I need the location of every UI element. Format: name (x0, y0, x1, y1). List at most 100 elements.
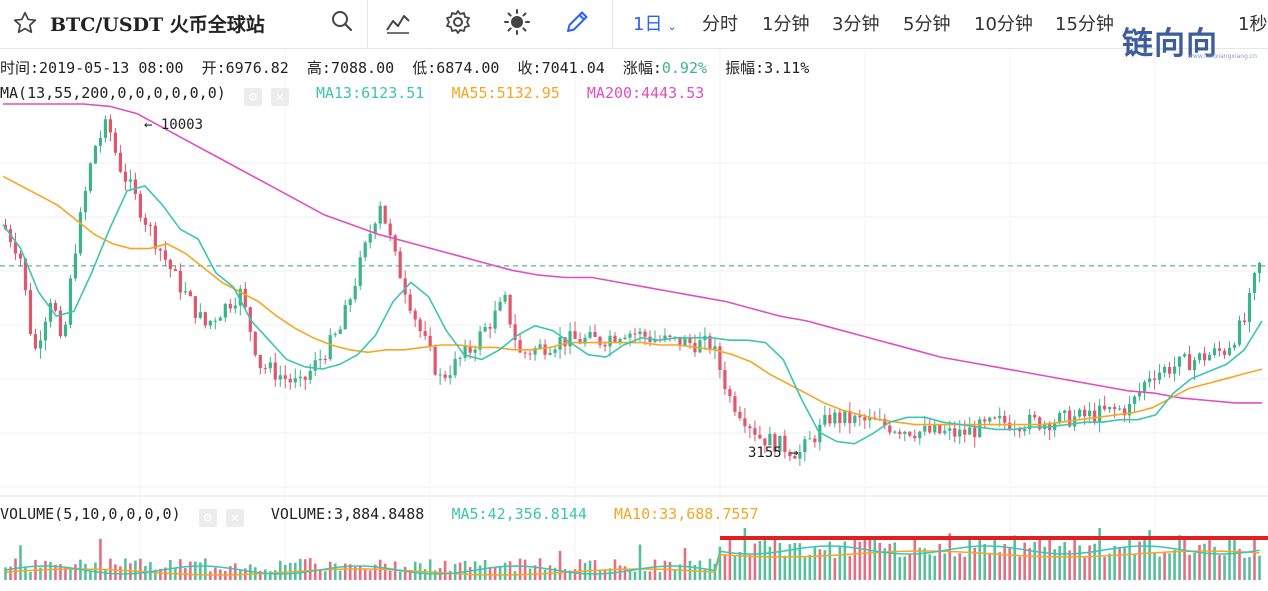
volume-bar (1088, 545, 1091, 580)
volume-settings-button[interactable]: ⚙ (198, 509, 217, 527)
volume-indicator-name: VOLUME(5,10,0,0,0,0) (0, 505, 181, 523)
candle-body (33, 334, 38, 349)
volume-ma10-line (5, 550, 1260, 576)
candle-body (1003, 415, 1007, 423)
volume-legend: VOLUME(5,10,0,0,0,0) ⚙ ✕ VOLUME:3,884.84… (0, 505, 759, 527)
sun-icon[interactable] (503, 8, 531, 36)
indicator-chart-icon[interactable] (384, 8, 412, 36)
volume-bar (493, 566, 497, 580)
ohlc-amplitude: 3.11% (764, 59, 810, 77)
candle-body (168, 259, 172, 270)
candle-body (1088, 410, 1092, 417)
volume-bar (903, 556, 907, 580)
volume-bar (938, 543, 942, 580)
candle-body (478, 331, 482, 350)
volume-bar (1168, 553, 1171, 580)
volume-bar (318, 569, 322, 580)
ma-settings-button[interactable]: ⚙ (243, 88, 262, 106)
volume-bar (19, 545, 22, 580)
volume-bar (658, 571, 662, 580)
volume-bar (533, 565, 537, 580)
candle-body (843, 410, 847, 424)
candle-body (803, 439, 807, 453)
candle-body (213, 320, 217, 322)
volume-bar (258, 570, 262, 580)
candle-body (438, 374, 442, 376)
ma-close-button[interactable]: ✕ (270, 88, 289, 106)
candle-body (23, 258, 28, 291)
volume-bar (204, 558, 207, 580)
volume-bar (678, 564, 682, 580)
candle-body (93, 145, 98, 164)
pencil-icon[interactable] (563, 8, 591, 36)
volume-bar (623, 566, 627, 580)
interval-5m[interactable]: 5分钟 (903, 14, 951, 35)
volume-bar (558, 550, 562, 580)
candle-body (998, 415, 1002, 419)
candle-body (778, 435, 782, 452)
candle-body (528, 353, 532, 355)
volume-bar (313, 563, 317, 580)
gear-icon[interactable] (444, 8, 472, 36)
candle-body (428, 335, 432, 347)
candle-body (313, 360, 317, 371)
interval-1m[interactable]: 1分钟 (762, 14, 810, 35)
volume-bar (1258, 555, 1261, 580)
candle-body (453, 358, 457, 376)
candle-body (118, 152, 123, 172)
candle-body (813, 438, 817, 443)
search-icon[interactable] (330, 9, 354, 33)
candle-body (443, 374, 447, 378)
candle-body (568, 331, 572, 347)
candle-body (83, 190, 88, 213)
interval-1d[interactable]: 1日 ⌄ (633, 14, 677, 35)
volume-bar (1253, 537, 1256, 580)
volume-bar (718, 546, 722, 580)
volume-bar (1188, 554, 1191, 580)
volume-bar (503, 562, 507, 580)
volume-bar (199, 562, 202, 580)
interval-3m[interactable]: 3分钟 (832, 14, 880, 35)
ma55-value: MA55:5132.95 (451, 84, 560, 102)
candle-body (468, 346, 472, 353)
volume-bar (1183, 537, 1186, 580)
interval-1s[interactable]: 1秒 (1238, 14, 1268, 35)
volume-bar (738, 551, 742, 580)
volume-bar (668, 561, 672, 580)
interval-10m[interactable]: 10分钟 (974, 14, 1033, 35)
volume-bar (9, 566, 12, 580)
volume-bar (723, 555, 727, 580)
ma200-value: MA200:4443.53 (586, 84, 705, 102)
volume-value: VOLUME:3,884.8488 (270, 505, 425, 523)
candle-body (28, 290, 33, 335)
volume-close-button[interactable]: ✕ (225, 509, 244, 527)
volume-bar (323, 571, 327, 580)
candle-body (618, 339, 622, 342)
candle-body (413, 310, 417, 320)
volume-bar (478, 565, 482, 580)
volume-bar (159, 568, 162, 580)
volume-bar (64, 567, 67, 580)
star-icon[interactable] (12, 10, 38, 36)
volume-bar (863, 538, 867, 580)
volume-bar (698, 560, 702, 580)
candle-body (1242, 320, 1247, 323)
interval-15m[interactable]: 15分钟 (1055, 14, 1114, 35)
ohlc-time: 2019-05-13 08:00 (39, 59, 184, 77)
volume-bar (633, 571, 637, 580)
candle-body (1033, 414, 1037, 418)
candle-body (593, 331, 597, 337)
candle-body (288, 378, 292, 383)
candle-body (53, 303, 58, 311)
interval-timeline[interactable]: 分时 (702, 14, 738, 35)
volume-bar (943, 553, 947, 580)
candle-body (853, 415, 857, 424)
volume-bar (893, 542, 897, 580)
candle-body (953, 428, 957, 437)
symbol-title[interactable]: BTC/USDT 火币全球站 (50, 14, 265, 36)
volume-bar (1238, 548, 1241, 580)
candle-body (993, 417, 997, 419)
volume-bar (443, 560, 447, 580)
candle-body (403, 278, 407, 295)
